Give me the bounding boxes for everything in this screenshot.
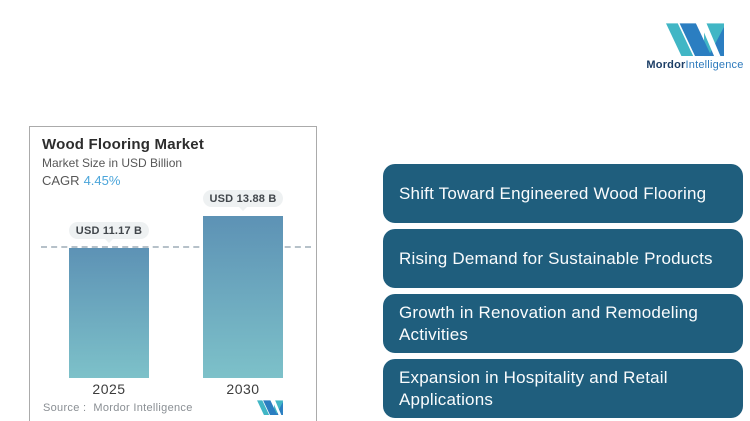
cagr-value: 4.45% [83, 173, 121, 188]
axis-label-2030: 2030 [226, 381, 260, 397]
market-chart-card: Wood Flooring Market Market Size in USD … [29, 126, 317, 421]
mordor-logo-mini-icon [257, 398, 283, 415]
chart-header: Wood Flooring Market Market Size in USD … [30, 127, 316, 188]
brand-logo: MordorIntelligence [643, 14, 747, 94]
axis-label-2025: 2025 [92, 381, 126, 397]
reference-dashed-line [41, 246, 311, 248]
driver-item-sustainable-products: Rising Demand for Sustainable Products [383, 229, 743, 288]
mordor-logo-icon [666, 19, 724, 57]
value-label-2030: USD 13.88 B [203, 190, 283, 211]
driver-item-renovation-remodeling: Growth in Renovation and Remodeling Acti… [383, 294, 743, 353]
bar-2025 [69, 248, 149, 378]
chart-subtitle: Market Size in USD Billion [42, 156, 183, 170]
cagr-row: CAGR 4.45% [42, 173, 316, 188]
driver-item-hospitality-retail: Expansion in Hospitality and Retail Appl… [383, 359, 743, 418]
market-drivers-list: Shift Toward Engineered Wood Flooring Ri… [383, 164, 743, 418]
value-label-2025: USD 11.17 B [69, 222, 149, 243]
bar-chart-plot: USD 11.17 B USD 13.88 B 2025 2030 Source… [30, 127, 316, 421]
cagr-label: CAGR [42, 173, 80, 188]
brand-logo-text: MordorIntelligence [643, 59, 747, 71]
brand-name-secondary: Intelligence [685, 59, 744, 71]
source-row: Source : Mordor Intelligence [43, 402, 193, 414]
driver-item-engineered-wood: Shift Toward Engineered Wood Flooring [383, 164, 743, 223]
source-value: Mordor Intelligence [93, 402, 193, 414]
chart-title: Wood Flooring Market [42, 136, 205, 153]
brand-name-primary: Mordor [646, 59, 686, 71]
bar-2030 [203, 216, 283, 378]
source-label: Source : [43, 402, 87, 414]
